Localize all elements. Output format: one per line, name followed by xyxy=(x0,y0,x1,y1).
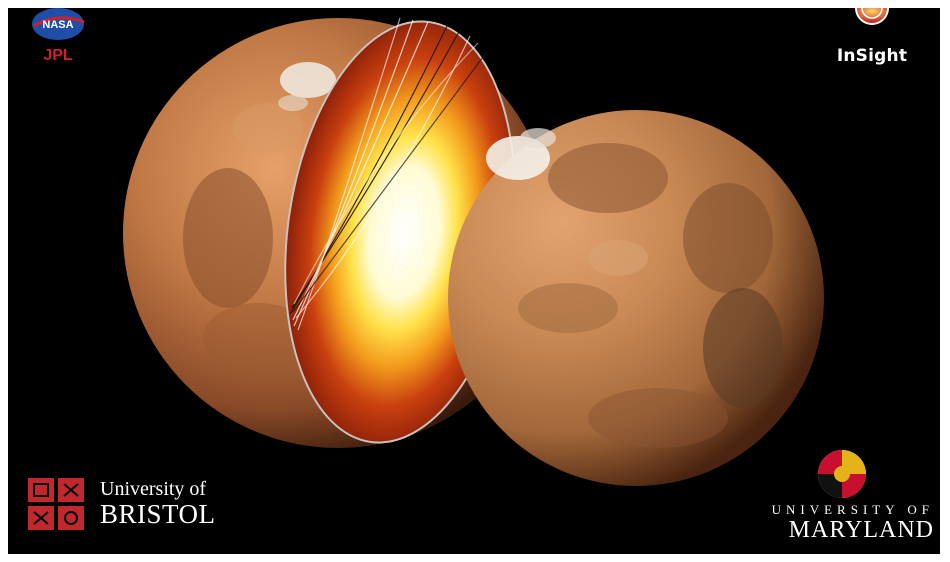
maryland-line1: UNIVERSITY OF xyxy=(771,502,934,517)
nasa-jpl-logo: NASA JPL xyxy=(30,8,100,66)
nasa-logo-text: NASA xyxy=(42,19,73,31)
jpl-logo-text: JPL xyxy=(43,47,73,64)
maryland-seal-icon xyxy=(818,450,866,498)
bristol-line1: University of xyxy=(100,478,207,500)
maryland-wordmark: UNIVERSITY OF MARYLAND xyxy=(771,502,934,544)
bristol-crest-icon xyxy=(28,478,84,530)
mars-front-half xyxy=(448,110,824,486)
insight-mission-logo: InSight xyxy=(822,8,922,74)
bristol-line2: BRISTOL xyxy=(100,499,216,529)
maryland-line2: MARYLAND xyxy=(788,517,934,543)
nasa-meatball-icon: NASA JPL xyxy=(32,8,85,64)
mars-cutaway-illustration xyxy=(123,17,824,486)
university-of-bristol-logo: University of BRISTOL xyxy=(28,478,238,538)
image-frame: NASA JPL InSight xyxy=(8,8,940,554)
bristol-wordmark: University of BRISTOL xyxy=(100,478,216,528)
insight-emblem-icon xyxy=(855,8,889,25)
insight-logo-text: InSight xyxy=(836,46,908,66)
university-of-maryland-logo: UNIVERSITY OF MARYLAND xyxy=(756,448,934,544)
